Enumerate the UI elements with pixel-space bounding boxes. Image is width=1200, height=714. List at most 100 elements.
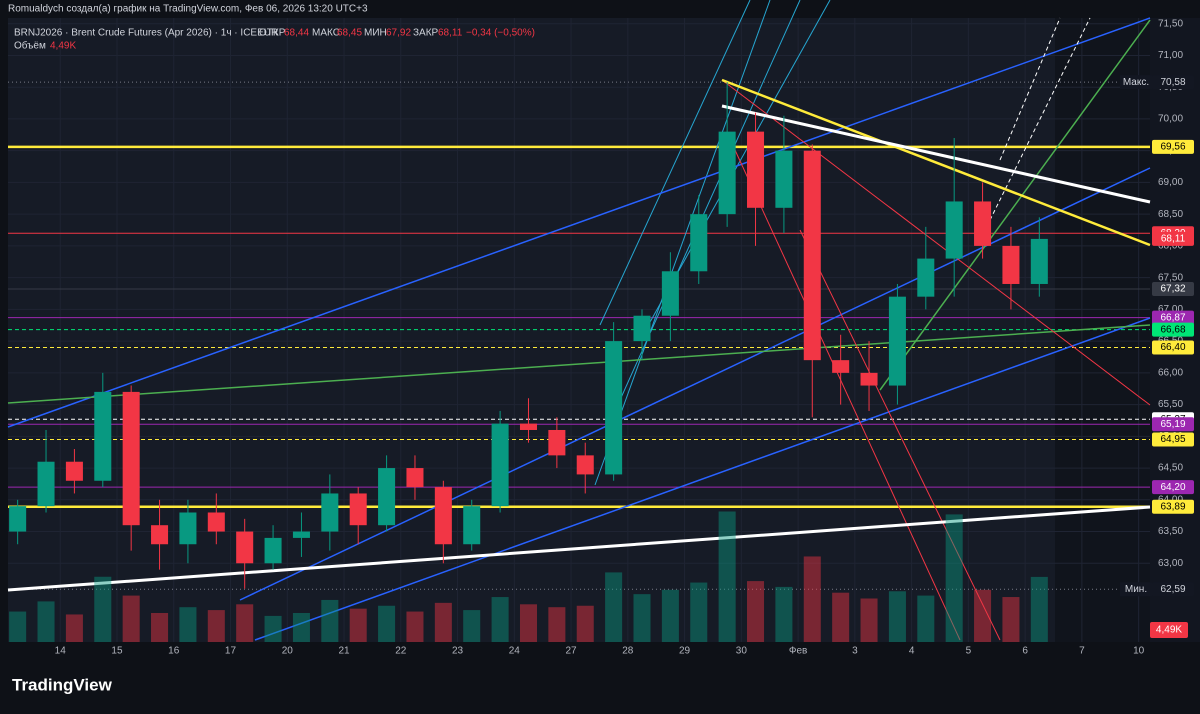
drawings (7, 0, 1151, 641)
candle-body (718, 131, 736, 215)
volume-bar (151, 613, 169, 642)
price-badge: 63,89 (1160, 501, 1185, 512)
candle-body (321, 493, 339, 532)
candle-body (434, 487, 452, 545)
volume-bar (974, 589, 992, 642)
volume-bar (775, 586, 793, 642)
price-badge-name-bg (1120, 75, 1152, 90)
price-badge: 62,59 (1160, 584, 1185, 595)
price-badge-bg (1152, 417, 1194, 432)
price-badge-bg (1152, 310, 1194, 325)
volume-bar (690, 582, 708, 642)
x-tick-label: 27 (565, 646, 577, 657)
volume-bar (292, 613, 310, 642)
trend-line (721, 104, 1151, 204)
price-badge-bg (1152, 322, 1194, 337)
volume-bar (519, 604, 537, 642)
volume-bar (661, 589, 679, 642)
legend-high: 68,45 (337, 28, 362, 39)
price-badge-bg (1152, 340, 1194, 355)
x-tick-label: 21 (338, 646, 350, 657)
candle-body (151, 525, 169, 545)
price-badge-bg (1152, 582, 1194, 597)
volume-badge: 4,49K (1156, 625, 1182, 636)
y-tick-label: 71,50 (1158, 18, 1183, 29)
volume-bar (9, 611, 27, 642)
price-badge: 66,40 (1160, 342, 1185, 353)
price-badge-bg (1152, 499, 1194, 514)
volume-bar (463, 610, 481, 642)
volume-bar (633, 594, 651, 642)
price-badge: 65,19 (1160, 419, 1185, 430)
candle-body (832, 360, 850, 373)
volume-bar (321, 599, 339, 642)
volume-bar (718, 511, 736, 642)
x-tick-label: 29 (679, 646, 691, 657)
volume-bar (264, 615, 282, 642)
x-tick-label: 7 (1079, 646, 1085, 657)
candle-body (179, 512, 197, 545)
candle-body (94, 391, 112, 481)
candle-body (406, 468, 424, 488)
price-badge-name-bg (1120, 582, 1152, 597)
candle-body (945, 201, 963, 259)
volume-bar (122, 595, 140, 642)
legend-volume: 4,49K (50, 41, 76, 52)
candle-body (236, 531, 254, 564)
candle-body (661, 271, 679, 316)
volume-bar (576, 605, 594, 642)
volume-bar (434, 602, 452, 642)
brand: TradingView (12, 675, 113, 694)
trend-line (254, 317, 1151, 641)
x-tick-label: 4 (909, 646, 915, 657)
legend-high-label: МАКС (312, 28, 340, 39)
legend-low: 67,92 (386, 28, 411, 39)
y-tick-label: 69,00 (1158, 177, 1183, 188)
candle-body (917, 258, 935, 297)
trend-line (7, 17, 1151, 428)
volume-bar (207, 610, 225, 642)
candle-body (491, 423, 509, 507)
x-tick-label: 23 (452, 646, 464, 657)
volume-bar (236, 604, 254, 642)
trend-line (239, 167, 1151, 601)
volume-bar (860, 598, 878, 642)
price-badge: 70,58 (1160, 77, 1185, 88)
candle-body (378, 468, 396, 526)
legend-close: 68,11 (438, 28, 463, 39)
x-tick-label: 28 (622, 646, 634, 657)
candle-body (9, 506, 27, 532)
x-tick-label: 20 (282, 646, 294, 657)
x-tick-label: 17 (225, 646, 237, 657)
volume-bar (349, 608, 367, 642)
y-tick-label: 63,00 (1158, 558, 1183, 569)
x-tick-label: 5 (966, 646, 972, 657)
x-tick-label: 6 (1022, 646, 1028, 657)
x-tick-label: 10 (1133, 646, 1145, 657)
y-tick-label: 65,50 (1158, 399, 1183, 410)
candle-body (264, 537, 282, 564)
volume-bar (548, 607, 566, 642)
volume-bar (803, 556, 821, 642)
price-badge: 64,95 (1160, 434, 1185, 445)
x-tick-label: 15 (111, 646, 123, 657)
volume-bar (1002, 597, 1020, 642)
volume-bar (747, 581, 765, 642)
price-badge: 68,11 (1161, 234, 1186, 245)
x-tick-label: 22 (395, 646, 407, 657)
y-tick-label: 64,50 (1158, 463, 1183, 474)
y-tick-label: 67,00 (1158, 304, 1183, 315)
candle-body (747, 131, 765, 208)
candle-body (803, 150, 821, 361)
x-tick-label: 16 (168, 646, 180, 657)
candle-body (37, 461, 55, 507)
candle-body (292, 531, 310, 538)
trend-line (599, 0, 751, 326)
legend-close-label: ЗАКР (413, 28, 439, 39)
candle-body (633, 315, 651, 342)
trend-line (734, 149, 961, 641)
price-badge: 66,87 (1160, 312, 1185, 323)
candle-body (605, 341, 623, 475)
price-badge-bg (1152, 480, 1194, 495)
